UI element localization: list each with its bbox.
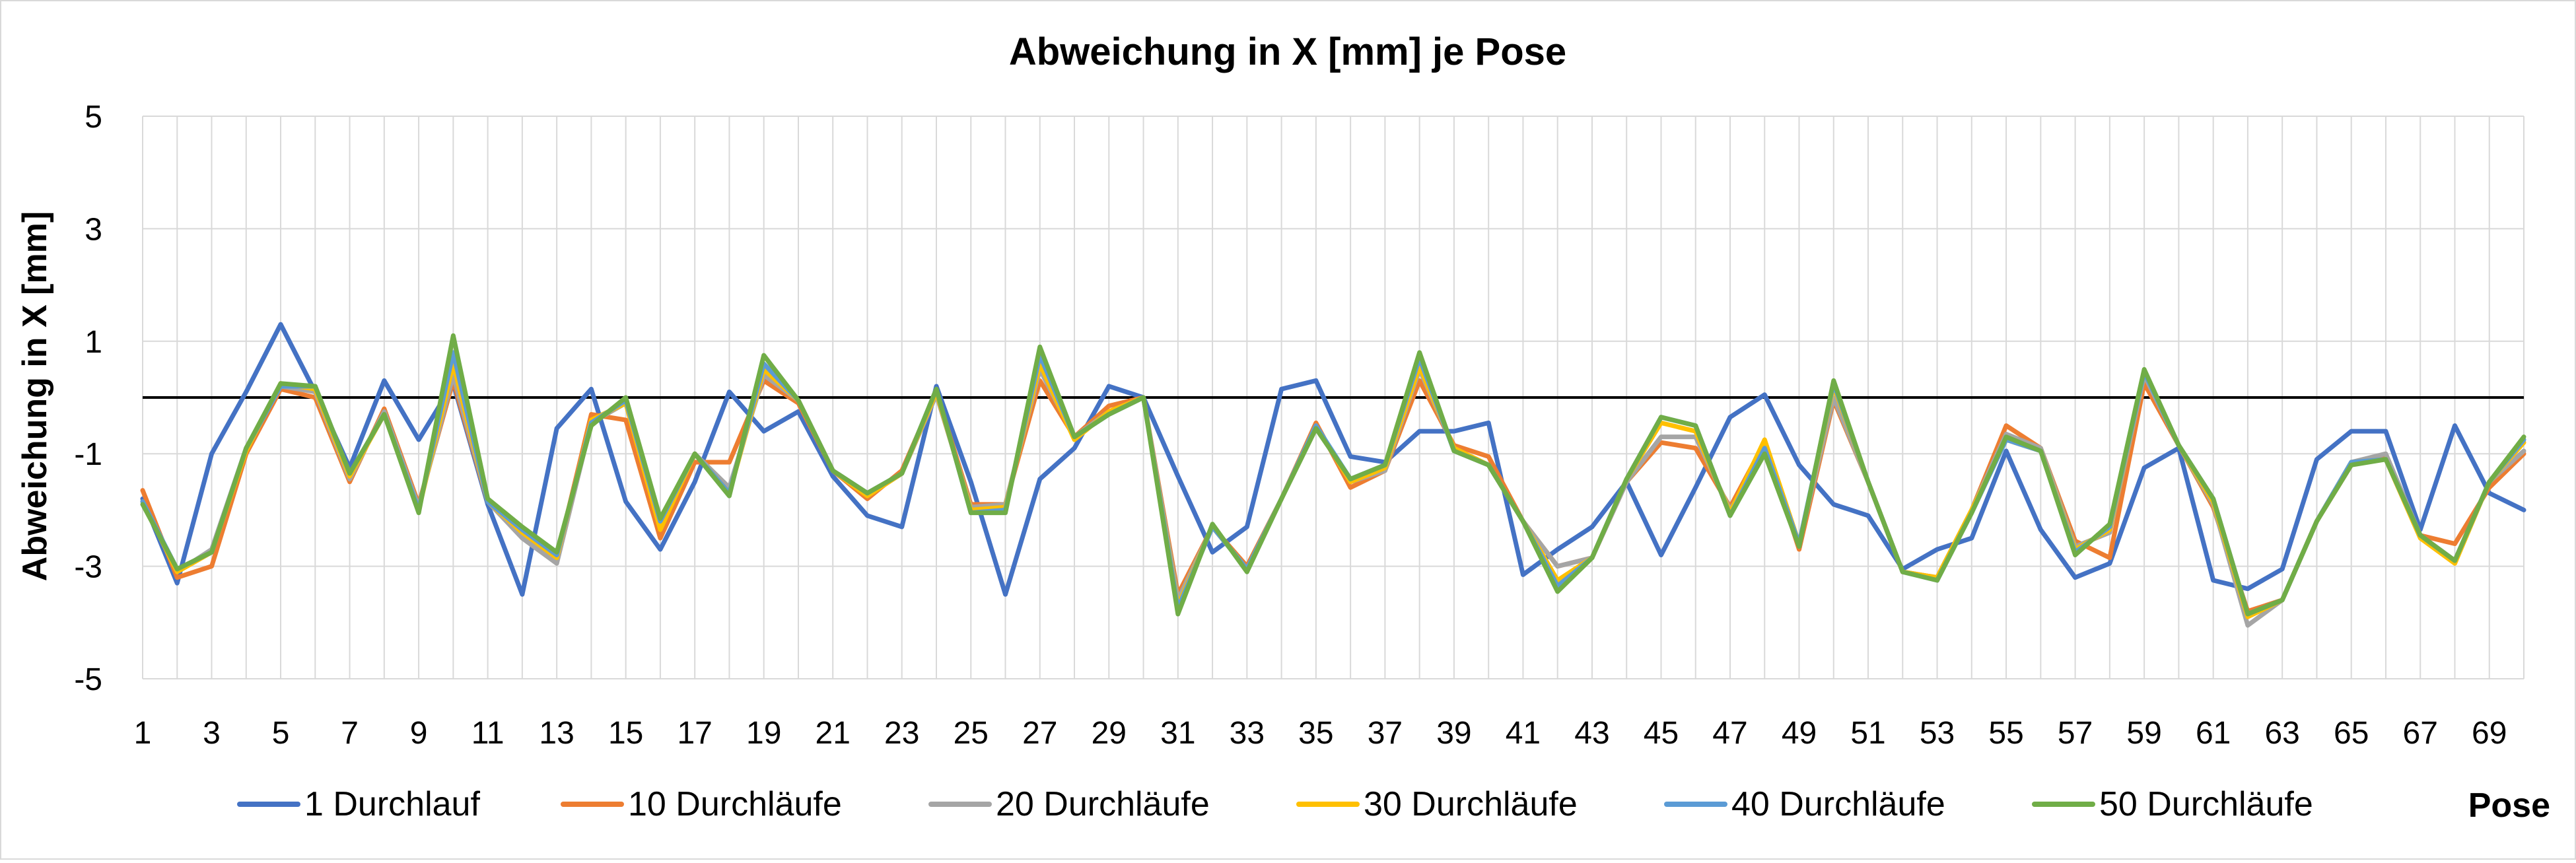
x-tick-label: 27 <box>1022 716 1057 751</box>
legend-label: 40 Durchläufe <box>1731 785 1945 823</box>
y-tick-label: 5 <box>85 100 102 135</box>
x-tick-label: 41 <box>1506 716 1541 751</box>
y-axis-title: Abweichung in X [mm] <box>16 211 54 581</box>
series-line-1 <box>140 322 2526 597</box>
y-tick-label: -3 <box>74 550 102 585</box>
legend-item: 40 Durchläufe <box>1664 785 1945 823</box>
x-tick-label: 31 <box>1160 716 1195 751</box>
x-tick-label: 43 <box>1574 716 1609 751</box>
x-tick-label: 59 <box>2126 716 2161 751</box>
legend-label: 10 Durchläufe <box>628 785 842 823</box>
x-tick-label: 11 <box>471 716 505 751</box>
x-tick-label: 7 <box>341 716 359 751</box>
legend-label: 1 Durchlauf <box>304 785 480 823</box>
y-tick-label: 1 <box>85 325 102 360</box>
x-tick-label: 69 <box>2472 716 2507 751</box>
legend-item: 30 Durchläufe <box>1296 785 1578 823</box>
x-tick-label: 1 <box>134 716 152 751</box>
y-tick-label: -1 <box>74 437 102 472</box>
x-axis-tick-labels: 1 3 5 7 9 11 13 15 17 19 21 23 25 27 29 31 33 35 37 39 41 43 4… <box>134 716 2507 751</box>
x-tick-label: 47 <box>1712 716 1747 751</box>
x-tick-label: 17 <box>677 716 712 751</box>
x-tick-label: 15 <box>608 716 643 751</box>
y-tick-label: 3 <box>85 212 102 247</box>
x-tick-label: 3 <box>203 716 221 751</box>
x-tick-label: 55 <box>1988 716 2023 751</box>
x-tick-label: 53 <box>1920 716 1955 751</box>
legend-item: 50 Durchläufe <box>2032 785 2313 823</box>
x-tick-label: 5 <box>272 716 290 751</box>
x-tick-label: 39 <box>1436 716 1471 751</box>
x-tick-label: 57 <box>2058 716 2093 751</box>
x-tick-label: 19 <box>746 716 781 751</box>
series-group <box>140 322 2526 628</box>
x-tick-label: 45 <box>1644 716 1679 751</box>
x-tick-label: 25 <box>954 716 989 751</box>
x-tick-label: 9 <box>410 716 428 751</box>
x-tick-label: 63 <box>2264 716 2299 751</box>
x-tick-label: 51 <box>1850 716 1885 751</box>
x-tick-label: 67 <box>2403 716 2438 751</box>
legend-item: 1 Durchlauf <box>237 785 480 823</box>
x-tick-label: 23 <box>884 716 919 751</box>
legend-item: 10 Durchläufe <box>561 785 842 823</box>
x-tick-label: 37 <box>1368 716 1403 751</box>
legend-item: 20 Durchläufe <box>928 785 1210 823</box>
y-axis-tick-labels: -5 -3 -1 1 3 5 <box>74 100 102 697</box>
x-tick-label: 13 <box>539 716 574 751</box>
legend-label: 30 Durchläufe <box>1364 785 1578 823</box>
legend-label: 20 Durchläufe <box>996 785 1210 823</box>
x-tick-label: 65 <box>2334 716 2369 751</box>
x-tick-label: 21 <box>816 716 851 751</box>
legend-label: 50 Durchläufe <box>2099 785 2313 823</box>
x-tick-label: 33 <box>1230 716 1265 751</box>
y-tick-label: -5 <box>74 662 102 697</box>
x-tick-label: 35 <box>1298 716 1333 751</box>
x-tick-label: 61 <box>2196 716 2231 751</box>
x-tick-label: 49 <box>1782 716 1817 751</box>
x-tick-label: 29 <box>1092 716 1127 751</box>
legend: 1 Durchlauf 10 Durchläufe 20 Durchläufe 30 … <box>237 785 2313 823</box>
series-line-6 <box>140 333 2526 617</box>
chart-title: Abweichung in X [mm] je Pose <box>1009 30 1566 73</box>
x-axis-title: Pose <box>2468 786 2550 825</box>
